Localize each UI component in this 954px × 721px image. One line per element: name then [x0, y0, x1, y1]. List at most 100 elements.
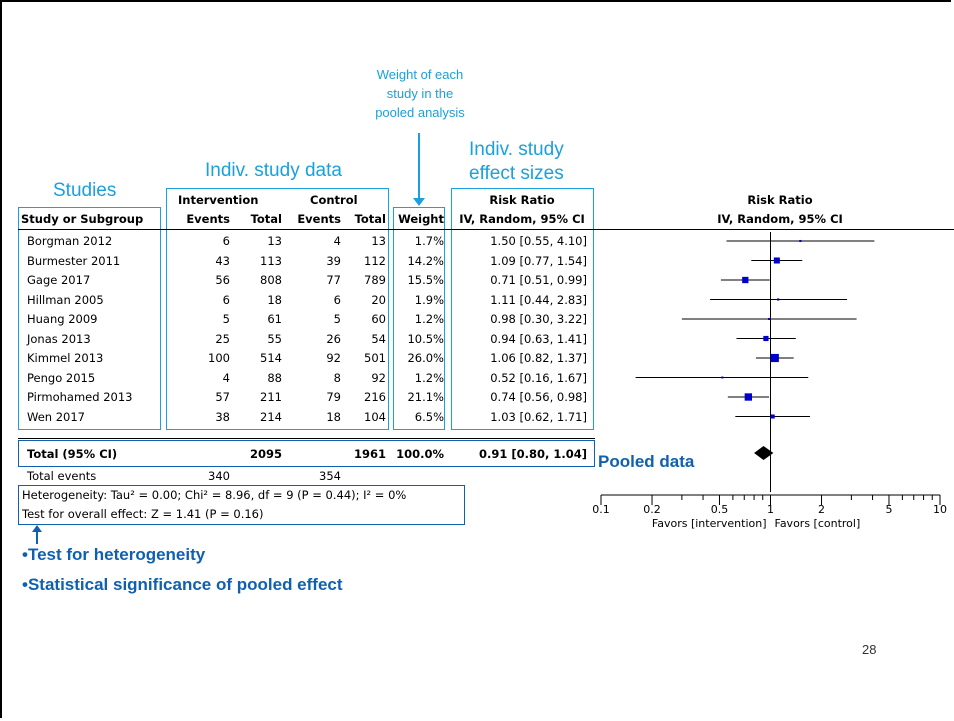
weight: 1.9%: [414, 292, 444, 307]
bullet-significance: •Statistical significance of pooled effe…: [22, 575, 343, 594]
col-header-int-total: Total: [250, 212, 282, 226]
int-total: 18: [267, 292, 282, 307]
rr-ci: 1.50 [0.55, 4.10]: [490, 234, 587, 248]
int-total: 55: [267, 331, 282, 346]
ctl-events: 18: [326, 409, 341, 424]
int-total: 808: [260, 273, 282, 287]
total-label: Total (95% CI): [27, 447, 118, 461]
rr-ci: 0.52 [0.16, 1.67]: [490, 370, 587, 385]
rr-ci: 1.03 [0.62, 1.71]: [490, 409, 587, 424]
int-total: 13: [267, 234, 282, 248]
ctl-events: 26: [326, 331, 341, 346]
events-label: Total events: [27, 469, 97, 483]
int-events: 6: [222, 292, 230, 307]
col-header-study: Study or Subgroup: [21, 212, 144, 226]
ctl-total: 104: [364, 409, 386, 424]
weight: 6.5%: [414, 409, 444, 424]
ctl-total: 112: [364, 253, 386, 268]
col-header-rr: IV, Random, 95% CI: [459, 212, 585, 226]
bullet-heterogeneity: •Test for heterogeneity: [22, 545, 206, 564]
rr-ci: 0.94 [0.63, 1.41]: [490, 331, 587, 346]
study-name: Borgman 2012: [27, 234, 113, 248]
tests-arrow: [36, 531, 38, 544]
weight: 14.2%: [407, 253, 444, 268]
ctl-total: 789: [364, 273, 386, 287]
study-name: Wen 2017: [27, 409, 85, 424]
ctl-total: 216: [364, 390, 386, 404]
int-events: 5: [222, 312, 230, 326]
indiv-effect-line: effect sizes: [469, 163, 564, 184]
events-ctl: 354: [319, 469, 341, 483]
total-ctl-total: 1961: [353, 447, 386, 461]
ctl-events: 8: [333, 370, 341, 385]
study-name: Pengo 2015: [27, 370, 96, 385]
weight-box: [393, 207, 445, 430]
weight: 1.2%: [414, 370, 444, 385]
int-events: 56: [215, 273, 230, 287]
heterogeneity-text: Heterogeneity: Tau² = 0.00; Chi² = 8.96,…: [22, 488, 407, 502]
plot-header-risk-ratio: Risk Ratio: [747, 193, 813, 207]
ctl-total: 54: [371, 331, 386, 346]
group-header-risk-ratio: Risk Ratio: [489, 193, 555, 207]
rr-ci: 1.09 [0.77, 1.54]: [490, 253, 587, 268]
study-name: Jonas 2013: [27, 331, 91, 346]
rr-ci: 0.71 [0.51, 0.99]: [490, 273, 587, 287]
int-total: 211: [260, 390, 282, 404]
int-events: 6: [222, 234, 230, 248]
study-name: Burmester 2011: [27, 253, 121, 268]
ctl-events: 4: [333, 234, 341, 248]
ctl-total: 13: [371, 234, 386, 248]
studies-box: [18, 207, 161, 430]
rr-ci: 1.06 [0.82, 1.37]: [490, 351, 587, 365]
rr-ci: 0.74 [0.56, 0.98]: [490, 390, 587, 404]
ctl-total: 92: [371, 370, 386, 385]
int-total: 113: [260, 253, 282, 268]
int-total: 61: [267, 312, 282, 326]
ctl-events: 79: [326, 390, 341, 404]
total-rule: [18, 438, 595, 439]
ctl-events: 77: [326, 273, 341, 287]
weight-arrow-head: [413, 198, 425, 206]
studies-label: Studies: [53, 180, 117, 201]
study-name: Pirmohamed 2013: [27, 390, 133, 404]
int-events: 25: [215, 331, 230, 346]
study-data-box: [166, 188, 389, 430]
int-total: 514: [260, 351, 282, 365]
ctl-total: 60: [371, 312, 386, 326]
ctl-events: 5: [333, 312, 341, 326]
weight-arrow: [418, 133, 420, 201]
header-rule: [18, 229, 954, 230]
pooled-data-label: Pooled data: [598, 452, 695, 471]
int-total: 88: [267, 370, 282, 385]
int-events: 43: [215, 253, 230, 268]
effect-size-box: [451, 188, 594, 430]
events-int: 340: [208, 469, 230, 483]
int-events: 4: [222, 370, 230, 385]
indiv-effect-label: Indiv. study effect sizes: [469, 138, 564, 186]
int-events: 100: [208, 351, 230, 365]
col-header-plot: IV, Random, 95% CI: [717, 212, 843, 226]
ctl-events: 92: [326, 351, 341, 365]
weight: 21.1%: [407, 390, 444, 404]
weight: 1.2%: [414, 312, 444, 326]
page-number: 28: [862, 642, 877, 657]
tests-box: [18, 485, 465, 525]
col-header-ctl-total: Total: [354, 212, 386, 226]
col-header-int-events: Events: [186, 212, 230, 226]
study-name: Huang 2009: [27, 312, 98, 326]
weight-note-line: Weight of each: [376, 67, 464, 82]
weight-note-line: study in the: [386, 86, 454, 101]
weight: 26.0%: [407, 351, 444, 365]
pooled-box: [18, 440, 595, 467]
weight: 1.7%: [414, 234, 444, 248]
total-int-total: 2095: [249, 447, 282, 461]
group-header-control: Control: [310, 193, 358, 207]
ctl-events: 39: [326, 253, 341, 268]
rr-ci: 1.11 [0.44, 2.83]: [490, 292, 587, 307]
int-total: 214: [260, 409, 282, 424]
study-name: Kimmel 2013: [27, 351, 104, 365]
weight-note-line: pooled analysis: [375, 105, 465, 120]
study-name: Gage 2017: [27, 273, 91, 287]
total-rr: 0.91 [0.80, 1.04]: [478, 447, 587, 461]
indiv-effect-line: Indiv. study: [469, 139, 564, 160]
